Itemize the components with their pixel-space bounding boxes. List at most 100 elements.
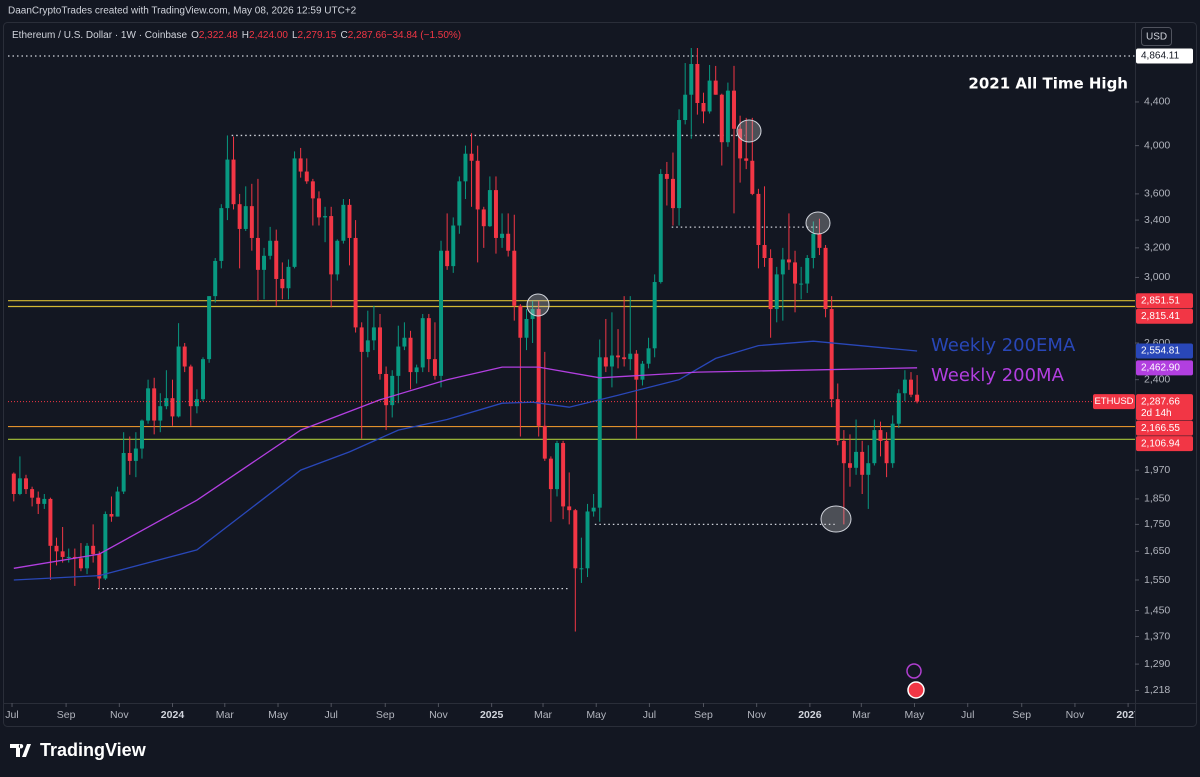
- highlight-circle: [820, 505, 852, 533]
- event-icon[interactable]: [907, 681, 925, 699]
- x-tick-label: May: [905, 709, 926, 721]
- highlight-circle: [526, 293, 550, 317]
- candle-body: [768, 257, 773, 310]
- line-label: Weekly 200MA: [931, 365, 1065, 386]
- candle-body: [54, 545, 59, 552]
- candle-body: [909, 379, 913, 395]
- candle-body: [591, 507, 596, 512]
- panel-border: [3, 22, 1197, 727]
- candle-body: [487, 190, 492, 227]
- candle-body: [243, 206, 248, 229]
- highlight-circle: [805, 211, 831, 235]
- candle-body: [182, 346, 187, 367]
- candle-body: [341, 204, 346, 241]
- candle-body: [133, 448, 138, 461]
- x-tick-label: Sep: [376, 709, 395, 721]
- moving-average: [13, 340, 918, 581]
- moving-average: [13, 366, 918, 569]
- candle-body: [646, 348, 651, 364]
- price-label-box: [1136, 394, 1193, 421]
- candle-body: [548, 458, 553, 490]
- ohlc-value: 2,322.48: [199, 30, 238, 41]
- event-icon[interactable]: [906, 663, 922, 679]
- y-tick-label: 1,650: [1144, 545, 1170, 557]
- candle-body: [353, 237, 358, 328]
- symbol-label: ETHUSD: [1094, 396, 1133, 407]
- price-label-box: [1136, 436, 1193, 452]
- candle-body: [457, 181, 462, 226]
- candle-body: [658, 173, 663, 283]
- x-tick-label: Nov: [110, 709, 129, 721]
- candle-body: [695, 64, 700, 104]
- candle-body: [274, 240, 279, 279]
- price-label-box: [1136, 420, 1193, 436]
- ohlc-key: H: [242, 30, 249, 41]
- candle-body: [780, 259, 785, 275]
- y-tick-label: 1,290: [1144, 658, 1170, 670]
- ohlc-value: −34.84 (−1.50%): [387, 30, 462, 41]
- candle-body: [347, 204, 352, 238]
- event-icons[interactable]: [906, 663, 925, 699]
- y-tick-label: 2,400: [1144, 373, 1170, 385]
- x-tick-label: Nov: [1066, 709, 1085, 721]
- candle-body: [255, 237, 260, 270]
- candle-body: [603, 357, 608, 367]
- ohlc-key: L: [292, 30, 298, 41]
- candle-body: [652, 282, 657, 349]
- legend: Ethereum / U.S. Dollar · 1W · Coinbase O2…: [12, 30, 461, 41]
- price-label: 2,287.66: [1141, 396, 1180, 407]
- price-label: 2,106.94: [1141, 438, 1180, 449]
- candle-body: [707, 80, 712, 112]
- candle-body: [60, 551, 65, 557]
- price-label: 2,166.55: [1141, 423, 1180, 434]
- plot-area: [8, 47, 1135, 632]
- symbol: Ethereum / U.S. Dollar · 1W · Coinbase: [12, 30, 187, 41]
- candle-body: [121, 453, 126, 492]
- candle-body: [201, 359, 205, 400]
- candle-body: [371, 327, 376, 341]
- price-label-box: [1136, 308, 1193, 324]
- x-tick-label: Jul: [961, 709, 974, 721]
- x-tick-label: Sep: [57, 709, 76, 721]
- candle-body: [774, 274, 779, 310]
- candle-body: [890, 423, 895, 464]
- x-tick-label: 2025: [480, 709, 504, 721]
- candle-body: [609, 355, 614, 367]
- x-tick-label: Jul: [643, 709, 656, 721]
- y-tick-label: 1,450: [1144, 604, 1170, 616]
- candle-body: [262, 255, 267, 270]
- price-label-box: [1136, 293, 1193, 309]
- x-tick-label: Mar: [852, 709, 871, 721]
- candle-body: [701, 103, 706, 112]
- candle-body: [744, 158, 749, 161]
- y-tick-label: 1,550: [1144, 574, 1170, 586]
- candle-body: [451, 225, 456, 267]
- candle-body: [762, 245, 767, 258]
- price-label: 2,554.81: [1141, 346, 1180, 357]
- currency-box[interactable]: [1141, 27, 1172, 46]
- price-countdown: 2d 14h: [1141, 408, 1172, 419]
- x-tick-label: 2026: [798, 709, 822, 721]
- candle-body: [786, 259, 791, 263]
- candle-body: [542, 425, 547, 459]
- candle-body: [469, 153, 474, 161]
- price-label: 2,462.90: [1141, 362, 1180, 373]
- candle-body: [103, 514, 108, 579]
- candle-body: [750, 160, 755, 194]
- candle-body: [335, 240, 340, 275]
- candle-body: [97, 554, 102, 579]
- x-tick-label: Nov: [747, 709, 766, 721]
- currency: USD: [1146, 32, 1167, 43]
- logo-mark: [10, 744, 31, 757]
- candle-body: [866, 463, 871, 475]
- symbol-box: [1093, 394, 1135, 410]
- credit: DaanCryptoTrades created with TradingVie…: [8, 6, 357, 17]
- candle-body: [847, 463, 852, 468]
- candle-body: [390, 375, 395, 406]
- y-tick-label: 1,370: [1144, 630, 1170, 642]
- candle-body: [225, 159, 230, 209]
- candle-body: [585, 511, 590, 569]
- brand-logo: [10, 744, 31, 757]
